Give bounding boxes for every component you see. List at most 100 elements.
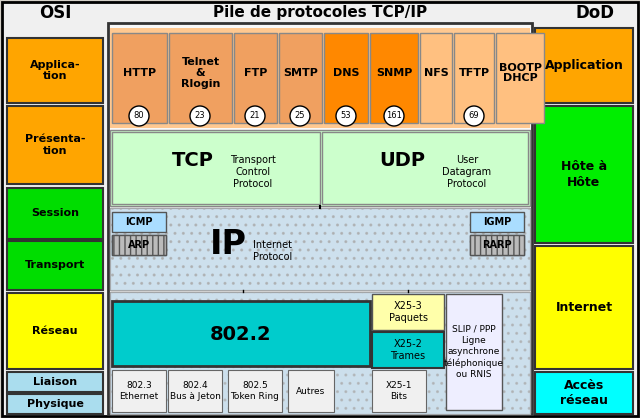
Text: DNS: DNS bbox=[333, 68, 359, 78]
Text: 80: 80 bbox=[134, 112, 144, 120]
Text: Applica-
tion: Applica- tion bbox=[29, 60, 80, 81]
Bar bbox=[372, 332, 444, 368]
Bar bbox=[446, 294, 502, 410]
Text: Hôte à
Hôte: Hôte à Hôte bbox=[561, 161, 607, 189]
Text: ICMP: ICMP bbox=[125, 217, 153, 227]
Bar bbox=[535, 246, 633, 369]
Text: SLIP / PPP
Ligne
asynchrone
téléphonique
ou RNIS: SLIP / PPP Ligne asynchrone téléphonique… bbox=[444, 325, 504, 379]
Text: 802.4
Bus à Jeton: 802.4 Bus à Jeton bbox=[170, 381, 220, 401]
Text: User
Datagram
Protocol: User Datagram Protocol bbox=[442, 155, 492, 189]
Text: Autres: Autres bbox=[296, 387, 326, 395]
Text: 802.5
Token Ring: 802.5 Token Ring bbox=[230, 381, 280, 401]
Text: Physique: Physique bbox=[27, 399, 83, 409]
Bar bbox=[7, 293, 103, 369]
Circle shape bbox=[384, 106, 404, 126]
Bar bbox=[168, 370, 222, 412]
Bar bbox=[228, 370, 282, 412]
Bar bbox=[108, 23, 532, 414]
Bar bbox=[112, 235, 166, 255]
Text: OSI: OSI bbox=[39, 4, 71, 22]
Text: FTP: FTP bbox=[244, 68, 267, 78]
Bar bbox=[470, 235, 524, 255]
Circle shape bbox=[129, 106, 149, 126]
Bar bbox=[7, 188, 103, 239]
Text: TFTP: TFTP bbox=[458, 68, 490, 78]
Bar bbox=[454, 33, 494, 123]
Text: IGMP: IGMP bbox=[483, 217, 511, 227]
Text: X25-2
Trames: X25-2 Trames bbox=[390, 339, 426, 361]
Bar bbox=[7, 106, 103, 184]
Text: Liaison: Liaison bbox=[33, 377, 77, 387]
Text: Telnet
&
Rlogin: Telnet & Rlogin bbox=[181, 57, 220, 89]
Text: 802.2: 802.2 bbox=[210, 324, 272, 344]
Text: SNMP: SNMP bbox=[376, 68, 412, 78]
Bar bbox=[112, 33, 167, 123]
Bar bbox=[535, 28, 633, 103]
Text: Transport: Transport bbox=[25, 260, 85, 270]
Bar bbox=[535, 106, 633, 243]
Bar bbox=[110, 28, 530, 128]
Bar bbox=[288, 370, 334, 412]
Circle shape bbox=[464, 106, 484, 126]
Text: Internet
Protocol: Internet Protocol bbox=[253, 240, 292, 262]
Text: RARP: RARP bbox=[482, 240, 512, 250]
Text: 69: 69 bbox=[468, 112, 479, 120]
Text: Pile de protocoles TCP/IP: Pile de protocoles TCP/IP bbox=[213, 5, 427, 20]
Text: TCP: TCP bbox=[172, 150, 214, 170]
Text: 21: 21 bbox=[250, 112, 260, 120]
Bar bbox=[7, 38, 103, 103]
Bar bbox=[7, 394, 103, 414]
Circle shape bbox=[245, 106, 265, 126]
Bar bbox=[112, 235, 166, 255]
Bar bbox=[110, 292, 530, 414]
Bar bbox=[370, 33, 418, 123]
Text: Présenta-
tion: Présenta- tion bbox=[25, 134, 85, 156]
Text: Transport
Control
Protocol: Transport Control Protocol bbox=[230, 155, 276, 189]
Text: DoD: DoD bbox=[575, 4, 614, 22]
Bar bbox=[110, 208, 530, 290]
Text: IP: IP bbox=[209, 229, 246, 262]
Bar bbox=[496, 33, 544, 123]
Text: X25-3
Paquets: X25-3 Paquets bbox=[388, 301, 428, 323]
Bar bbox=[7, 241, 103, 290]
Bar bbox=[420, 33, 452, 123]
Text: HTTP: HTTP bbox=[123, 68, 156, 78]
Bar bbox=[535, 372, 633, 414]
Bar bbox=[110, 292, 530, 414]
Bar bbox=[110, 208, 530, 290]
Bar bbox=[234, 33, 277, 123]
Bar bbox=[112, 132, 320, 204]
Bar bbox=[279, 33, 322, 123]
Bar bbox=[470, 212, 524, 232]
Text: Session: Session bbox=[31, 209, 79, 219]
Bar bbox=[324, 33, 368, 123]
Bar bbox=[112, 212, 166, 232]
Text: X25-1
Bits: X25-1 Bits bbox=[386, 381, 412, 401]
Circle shape bbox=[190, 106, 210, 126]
Text: 53: 53 bbox=[340, 112, 351, 120]
Bar bbox=[372, 294, 444, 330]
Bar bbox=[7, 372, 103, 392]
Text: SMTP: SMTP bbox=[283, 68, 318, 78]
Bar bbox=[110, 130, 530, 206]
Bar bbox=[470, 235, 524, 255]
Bar bbox=[112, 370, 166, 412]
Bar bbox=[112, 301, 370, 366]
Text: Accès
réseau: Accès réseau bbox=[560, 379, 608, 407]
Text: Réseau: Réseau bbox=[32, 326, 77, 336]
Text: ARP: ARP bbox=[128, 240, 150, 250]
Text: Application: Application bbox=[545, 59, 623, 72]
Bar bbox=[372, 370, 426, 412]
Circle shape bbox=[290, 106, 310, 126]
Text: 161: 161 bbox=[386, 112, 402, 120]
Circle shape bbox=[336, 106, 356, 126]
Text: 23: 23 bbox=[195, 112, 205, 120]
Text: 25: 25 bbox=[295, 112, 305, 120]
Text: BOOTP
DHCP: BOOTP DHCP bbox=[499, 63, 541, 84]
Text: UDP: UDP bbox=[379, 150, 425, 170]
Text: Internet: Internet bbox=[556, 301, 612, 314]
Text: 802.3
Ethernet: 802.3 Ethernet bbox=[120, 381, 159, 401]
Bar bbox=[322, 132, 528, 204]
Bar bbox=[169, 33, 232, 123]
Text: NFS: NFS bbox=[424, 68, 449, 78]
